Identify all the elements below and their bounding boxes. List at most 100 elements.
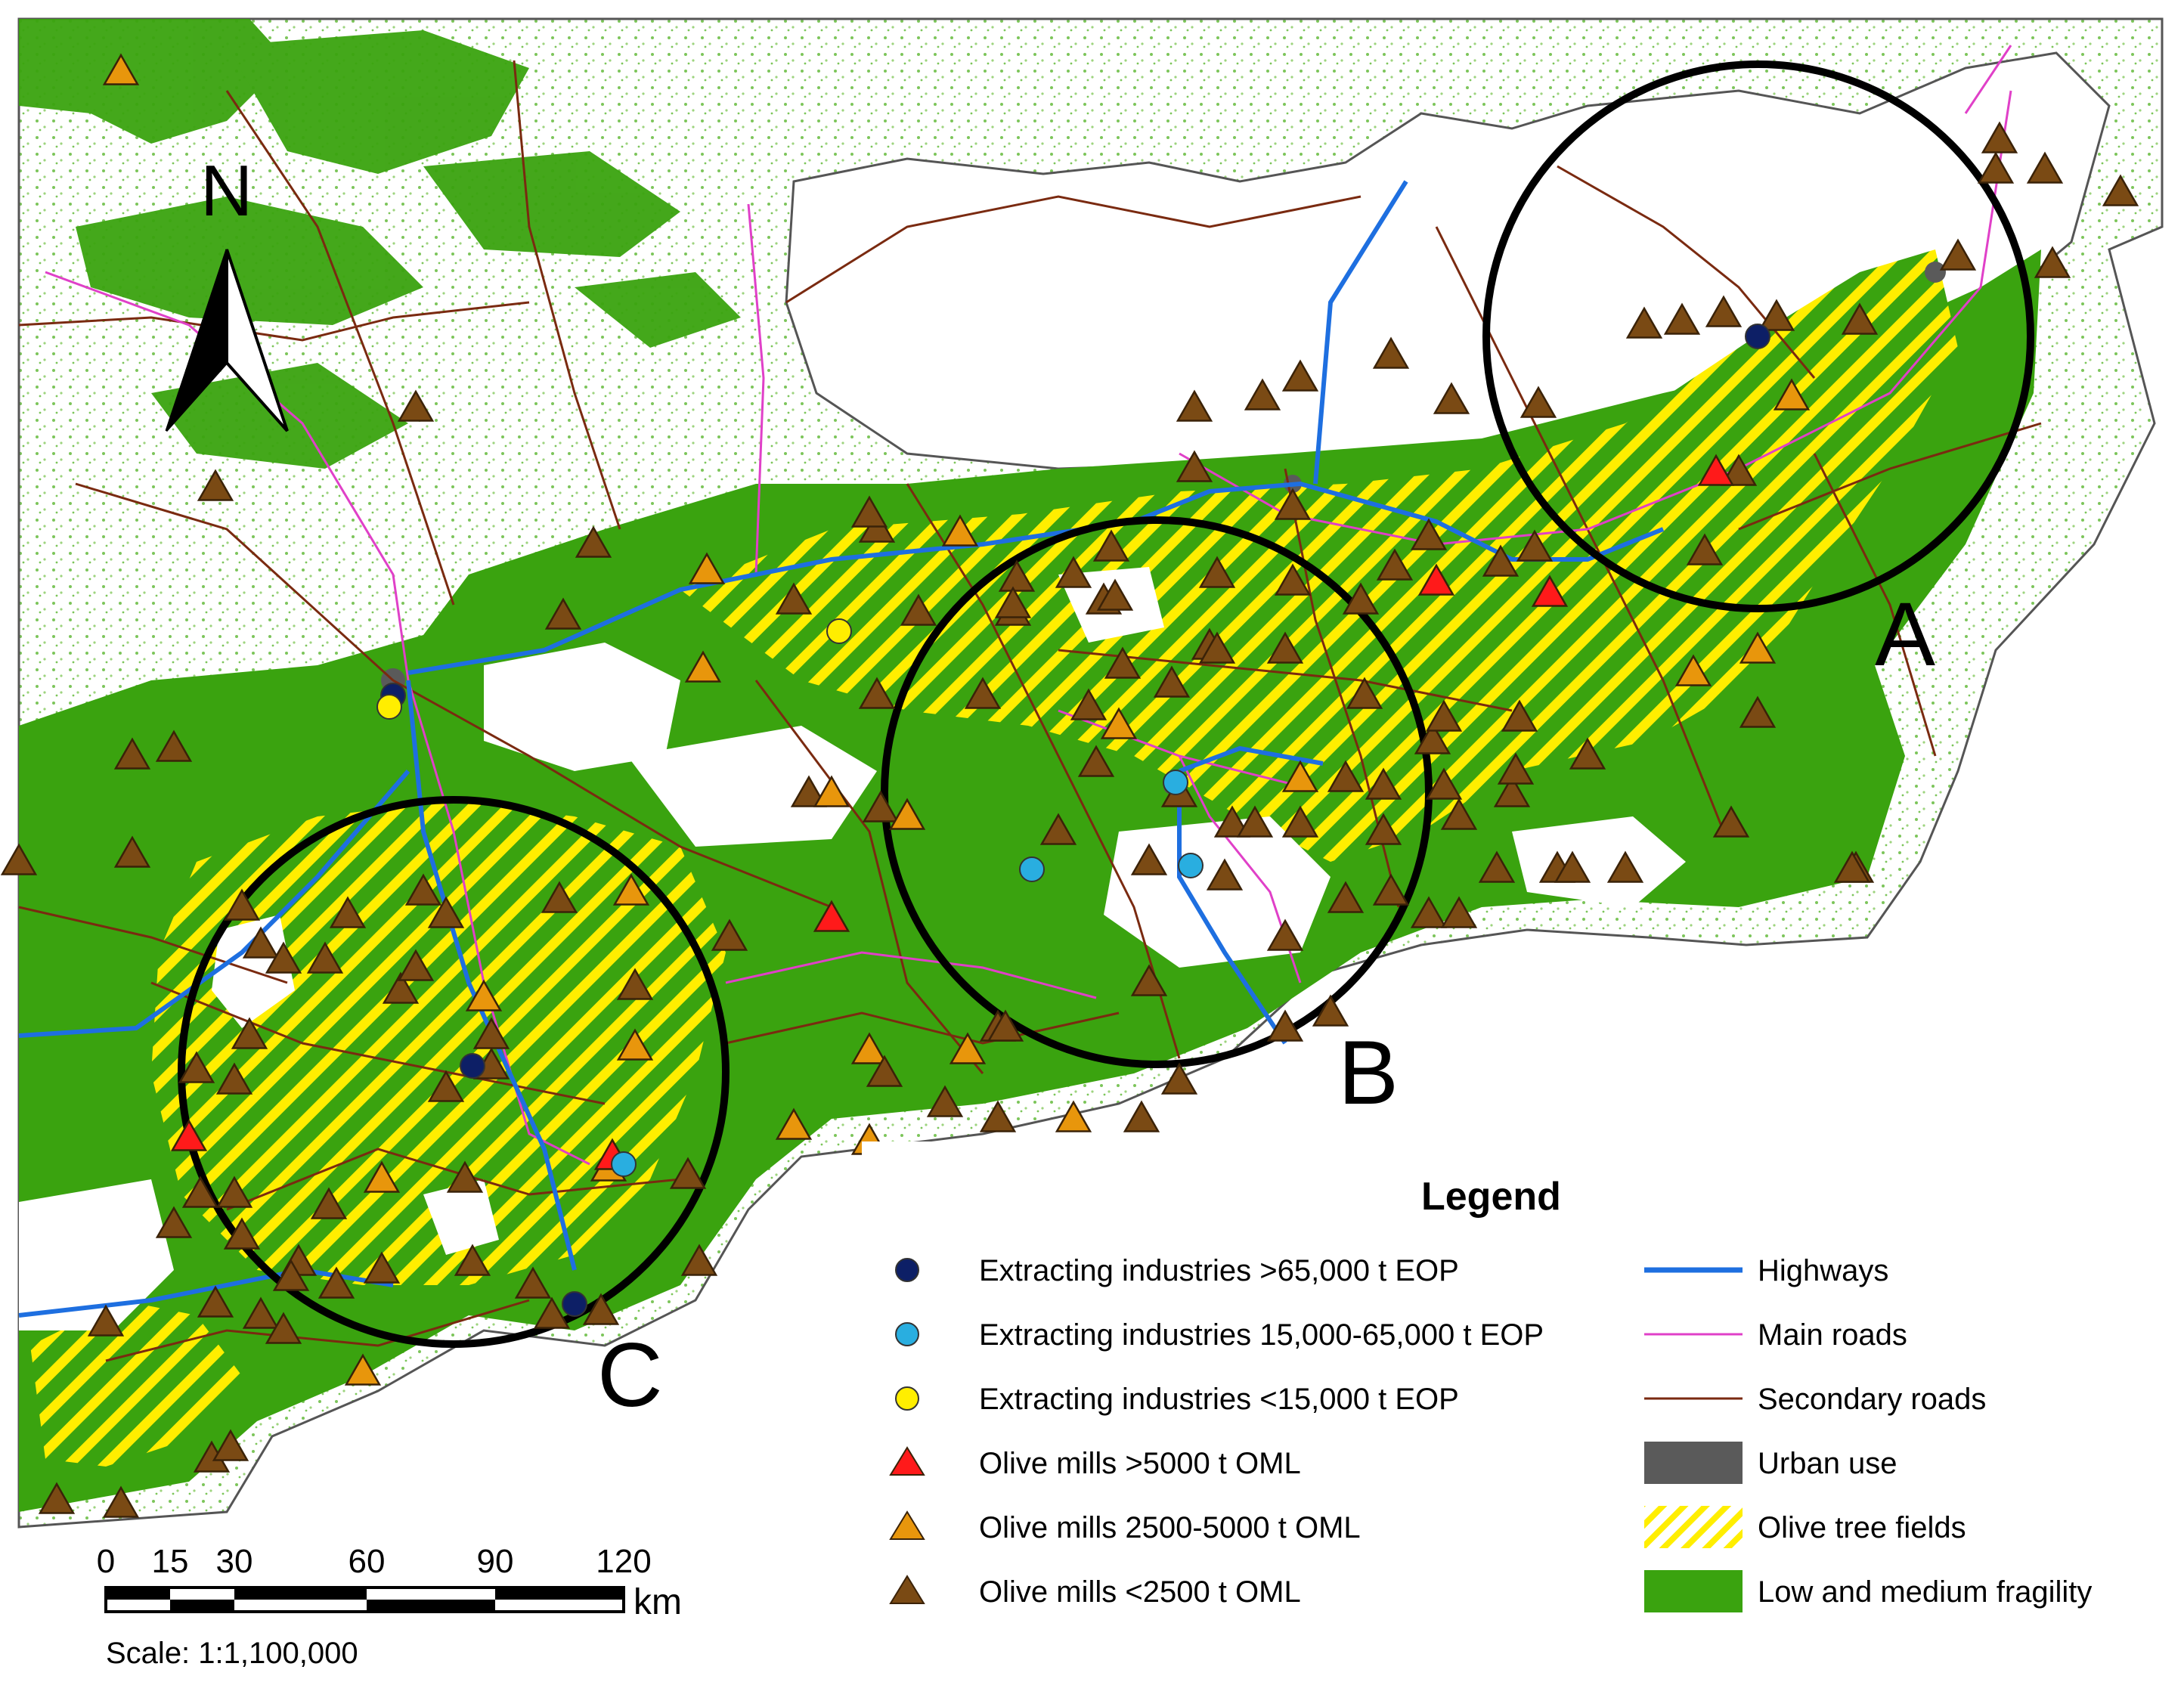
olive-mill-marker — [1440, 896, 1478, 928]
olive-mill-marker — [242, 1296, 280, 1329]
olive-mill-marker — [544, 597, 582, 630]
olive-mill-marker — [775, 582, 813, 615]
olive-mill-marker — [1478, 850, 1516, 883]
olive-mill-marker — [1092, 529, 1130, 562]
olive-mill-marker — [888, 798, 926, 830]
olive-mill-marker — [223, 888, 261, 921]
scale-bar-tick: 30 — [216, 1543, 253, 1580]
legend-symbol — [889, 1446, 925, 1476]
olive-mill-marker — [215, 1176, 253, 1208]
scale-bar-tick-labels: 0 15 30 60 90 120 — [97, 1543, 652, 1580]
zone-label-a: A — [1875, 584, 1935, 685]
olive-mill-marker — [964, 677, 1002, 709]
olive-mill-marker — [329, 896, 367, 928]
legend-symbol — [1644, 1506, 1743, 1548]
olive-mill-marker — [1346, 677, 1383, 709]
olive-mill-marker — [102, 1485, 140, 1518]
olive-mill-marker — [684, 650, 722, 683]
zone-ring-a — [1482, 60, 2034, 612]
olive-mill-marker — [1531, 575, 1569, 607]
olive-mill-marker — [1274, 563, 1312, 596]
olive-mill-marker — [1482, 544, 1520, 577]
olive-mill-marker — [1070, 688, 1107, 720]
olive-mill-marker — [1417, 563, 1455, 596]
olive-mill-marker — [1433, 382, 1470, 414]
olive-mill-marker — [2026, 151, 2064, 184]
north-arrow: N — [165, 150, 289, 432]
olive-mill-marker — [949, 1032, 987, 1064]
scale-text: Scale: 1:1,100,000 — [106, 1637, 358, 1670]
zone-rings — [178, 60, 2034, 1348]
olive-mill-marker — [427, 896, 465, 928]
olive-mill-marker — [382, 971, 420, 1004]
legend-left-column: Extracting industries >65,000 t EOP Extra… — [889, 1254, 1544, 1609]
olive-mill-marker — [711, 918, 748, 951]
olive-mill-marker — [223, 1217, 261, 1250]
olive-mill-marker — [1376, 548, 1414, 581]
olive-mill-marker — [1520, 386, 1557, 418]
north-arrow-label: N — [200, 150, 252, 231]
olive-mill-marker — [454, 1244, 491, 1276]
olive-mill-marker — [1281, 760, 1319, 792]
olive-mill-marker — [1425, 767, 1463, 800]
olive-mill-marker — [1516, 529, 1554, 562]
olive-mill-marker — [265, 941, 302, 974]
olive-mill-marker — [1198, 631, 1236, 664]
olive-mill-marker — [1130, 843, 1168, 875]
olive-mill-marker — [1705, 295, 1743, 327]
olive-mill-marker — [850, 1032, 888, 1064]
olive-mill-marker — [155, 1206, 193, 1238]
extracting-industry-marker — [611, 1151, 637, 1177]
olive-mill-marker — [155, 729, 193, 762]
olive-mill-marker — [790, 775, 828, 807]
zone-ring-c — [178, 796, 730, 1348]
olive-mill-marker — [212, 1429, 249, 1461]
olive-mill-marker — [1739, 631, 1777, 664]
zone-label-b: B — [1338, 1022, 1399, 1123]
olive-mill-marker — [1266, 918, 1304, 951]
olive-mill-marker — [514, 1266, 552, 1299]
olive-mill-marker — [813, 775, 850, 807]
facility-symbols — [0, 53, 2139, 1518]
olive-mill-marker — [612, 873, 650, 906]
olive-mill-marker — [1440, 798, 1478, 830]
olive-mill-marker — [102, 53, 140, 85]
olive-mill-marker — [1365, 813, 1402, 845]
olive-mill-marker — [1414, 722, 1451, 754]
olive-mill-marker — [998, 559, 1036, 592]
olive-mill-marker — [1686, 533, 1724, 565]
scale-bar-unit: km — [634, 1582, 682, 1622]
olive-mill-marker — [1160, 1062, 1198, 1095]
olive-mill-marker — [170, 1119, 208, 1151]
legend-symbol — [895, 1258, 919, 1282]
olive-mill-marker — [1841, 302, 1879, 335]
legend-symbol — [895, 1386, 919, 1411]
olive-mill-marker — [1977, 151, 2015, 184]
olive-mill-marker — [1096, 578, 1134, 611]
olive-mill-marker — [1327, 881, 1365, 913]
olive-mill-marker — [446, 1160, 484, 1193]
olive-mill-marker — [616, 968, 654, 1000]
olive-mill-marker — [1501, 699, 1538, 732]
legend-symbol — [889, 1575, 925, 1604]
olive-mill-marker — [1410, 518, 1448, 550]
legend-label: Highways — [1758, 1254, 1888, 1287]
olive-mill-marker — [1739, 695, 1777, 728]
olive-mill-marker — [1198, 556, 1236, 588]
legend-label: Extracting industries <15,000 t EOP — [979, 1383, 1459, 1416]
olive-mill-marker — [1712, 805, 1750, 838]
olive-mill-marker — [866, 1055, 903, 1087]
olive-mill-marker — [1554, 850, 1591, 883]
olive-mill-marker — [1365, 767, 1402, 800]
olive-mill-marker — [1674, 654, 1712, 686]
olive-mill-marker — [231, 1017, 268, 1049]
olive-mill-marker — [113, 835, 151, 868]
olive-mill-marker — [1758, 299, 1795, 331]
olive-mill-marker — [1569, 737, 1606, 770]
olive-mill-marker — [941, 514, 979, 547]
olive-mill-marker — [2102, 174, 2139, 206]
fragility-north — [19, 19, 741, 469]
olive-mill-marker — [318, 1266, 355, 1299]
zone-ring-b — [881, 516, 1433, 1068]
